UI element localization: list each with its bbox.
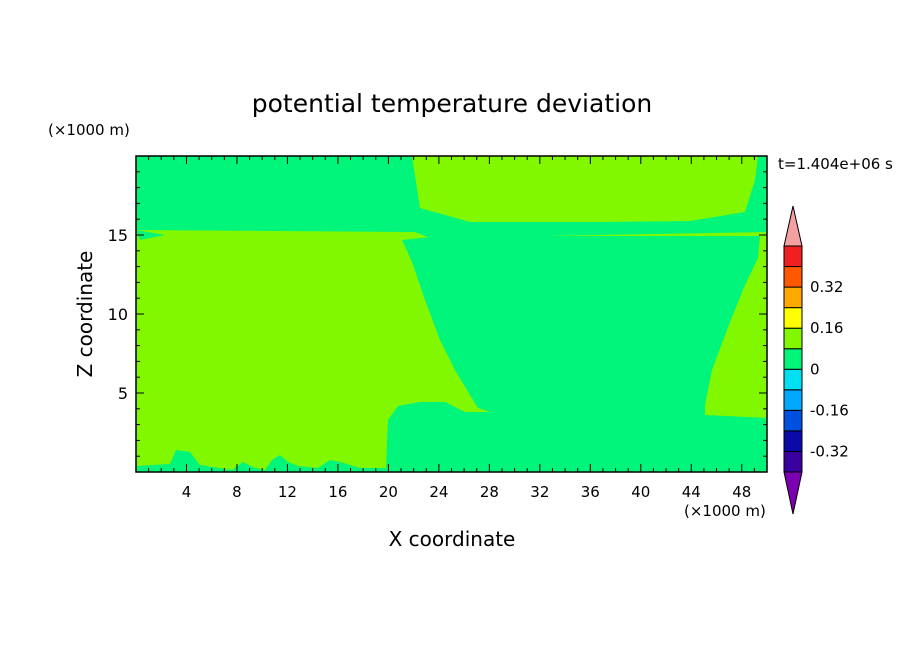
- colorbar-tick-label: -0.32: [810, 442, 849, 460]
- plot-area: [136, 156, 767, 472]
- x-tick-label: 16: [328, 483, 347, 501]
- x-tick-label: 32: [530, 483, 549, 501]
- region-upper-right: [412, 156, 758, 222]
- colorbar-swatch: [783, 266, 803, 288]
- y-axis: 5 10 15: [108, 171, 767, 457]
- x-tick-label: 28: [480, 483, 499, 501]
- colorbar-swatch: [783, 286, 803, 309]
- colorbar-tick-label: 0: [810, 360, 820, 378]
- region-bump-a: [470, 412, 622, 470]
- colorbar: 0.32 0.16 0 -0.16 -0.32: [783, 205, 849, 515]
- region-funnel: [136, 236, 767, 472]
- time-label: t=1.404e+06 s: [778, 155, 893, 173]
- y-tick-label: 5: [118, 384, 128, 403]
- x-tick-label: 24: [429, 483, 448, 501]
- colorbar-tick-label: 0.32: [810, 278, 843, 296]
- chart-title: potential temperature deviation: [252, 89, 652, 118]
- colorbar-swatch: [783, 307, 803, 329]
- colorbar-arrow-high: [783, 205, 803, 247]
- x-tick-label: 8: [232, 483, 242, 501]
- colorbar-swatch: [783, 327, 803, 350]
- colorbar-swatch: [783, 368, 803, 391]
- region-bump-b: [646, 434, 698, 465]
- colorbar-swatch: [783, 389, 803, 411]
- x-tick-label: 4: [182, 483, 192, 501]
- colorbar-swatch: [783, 409, 803, 432]
- x-tick-label: 48: [732, 483, 751, 501]
- x-tick-label: 12: [278, 483, 297, 501]
- x-tick-label: 40: [631, 483, 650, 501]
- y-tick-label: 10: [108, 305, 128, 324]
- x-tick-label: 36: [581, 483, 600, 501]
- y-unit-label: (×1000 m): [48, 121, 130, 139]
- x-tick-label: 20: [379, 483, 398, 501]
- y-axis-label: Z coordinate: [73, 251, 97, 378]
- x-axis: 4 8 12 16 20 24 28 32 36 40 44 48: [148, 156, 755, 501]
- colorbar-swatch: [783, 450, 803, 473]
- y-tick-label: 15: [108, 226, 128, 245]
- x-unit-label: (×1000 m): [684, 502, 766, 520]
- colorbar-tick-label: -0.16: [810, 401, 849, 419]
- x-axis-label: X coordinate: [389, 527, 516, 551]
- colorbar-swatch: [783, 348, 803, 370]
- region-left-notch: [136, 230, 165, 240]
- x-tick-label: 44: [682, 483, 701, 501]
- colorbar-swatch: [783, 430, 803, 452]
- colorbar-arrow-low: [783, 471, 803, 515]
- colorbar-tick-label: 0.16: [810, 319, 843, 337]
- colorbar-swatch: [783, 245, 803, 268]
